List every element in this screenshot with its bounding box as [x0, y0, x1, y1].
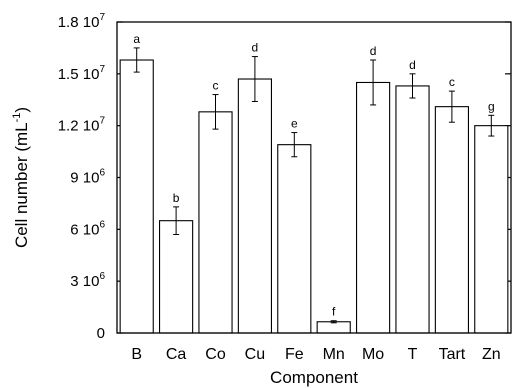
y-axis-title-exponent: -1: [11, 113, 23, 123]
y-tick-label: 9 106: [70, 168, 105, 187]
significance-letter: g: [488, 99, 495, 113]
x-tick-label: Tart: [439, 346, 466, 363]
y-tick-label: 3 106: [70, 271, 105, 290]
y-tick-label-mantissa: 0: [97, 325, 105, 342]
x-tick-label: Zn: [482, 346, 501, 363]
bar-cu: [237, 78, 272, 334]
significance-letter: c: [449, 75, 455, 89]
significance-letter: f: [332, 305, 336, 319]
y-axis-title-main: Cell number (mL: [12, 122, 31, 248]
y-tick-label: 1.8 107: [58, 12, 106, 31]
bar-tart: [434, 106, 469, 334]
y-axis-title: Cell number (mL-1): [11, 107, 31, 248]
significance-letter: d: [370, 44, 377, 58]
bar-zn: [474, 125, 509, 334]
x-axis-title: Component: [270, 368, 358, 387]
y-tick-label-exponent: 6: [99, 219, 105, 230]
bar-t: [395, 85, 430, 334]
x-tick-label: Ca: [166, 346, 187, 363]
x-tick-label: Mn: [323, 346, 345, 363]
y-tick-label: 6 106: [70, 219, 105, 238]
plot-frame: [116, 21, 512, 334]
x-tick-label: Mo: [362, 346, 384, 363]
significance-letter: b: [173, 191, 180, 205]
bar-b: [119, 59, 154, 334]
bar-mo: [356, 81, 391, 334]
significance-letter: d: [409, 58, 416, 72]
y-tick-label-exponent: 7: [99, 64, 105, 75]
bar-fe: [277, 144, 312, 334]
x-tick-label: Fe: [285, 346, 304, 363]
significance-letter: d: [252, 41, 259, 55]
y-tick-label-exponent: 7: [99, 12, 105, 23]
y-tick-label-mantissa: 1.5 10: [58, 66, 100, 83]
error-bars-group: [133, 47, 495, 324]
bar-ca: [159, 220, 194, 334]
significance-letters-group: a b c d e f d d c g: [133, 32, 494, 319]
x-tick-label: Co: [205, 346, 226, 363]
y-tick-label-mantissa: 1.8 10: [58, 14, 100, 31]
y-tick-label-exponent: 7: [99, 116, 105, 127]
y-tick-label: 1.2 107: [58, 116, 106, 135]
bar-co: [198, 111, 233, 334]
significance-letter: c: [213, 79, 219, 93]
y-tick-label-exponent: 6: [99, 168, 105, 179]
y-tick-label-mantissa: 1.2 10: [58, 118, 100, 135]
y-tick-label: 0: [97, 325, 105, 342]
significance-letter: a: [133, 32, 140, 46]
y-tick-label-mantissa: 6 10: [70, 221, 99, 238]
y-tick-label-exponent: 6: [99, 271, 105, 282]
y-tick-label: 1.5 107: [58, 64, 106, 83]
x-tick-label: T: [408, 346, 418, 363]
x-axis-labels-group: B Ca Co Cu Fe Mn Mo T Tart Zn: [131, 346, 500, 363]
x-tick-label: B: [131, 346, 142, 363]
significance-letter: e: [291, 117, 298, 131]
y-tick-label-mantissa: 3 10: [70, 273, 99, 290]
x-tick-label: Cu: [245, 346, 265, 363]
y-tick-label-mantissa: 9 10: [70, 170, 99, 187]
bar-mn: [316, 321, 351, 334]
y-axis-title-close: ): [12, 107, 31, 113]
